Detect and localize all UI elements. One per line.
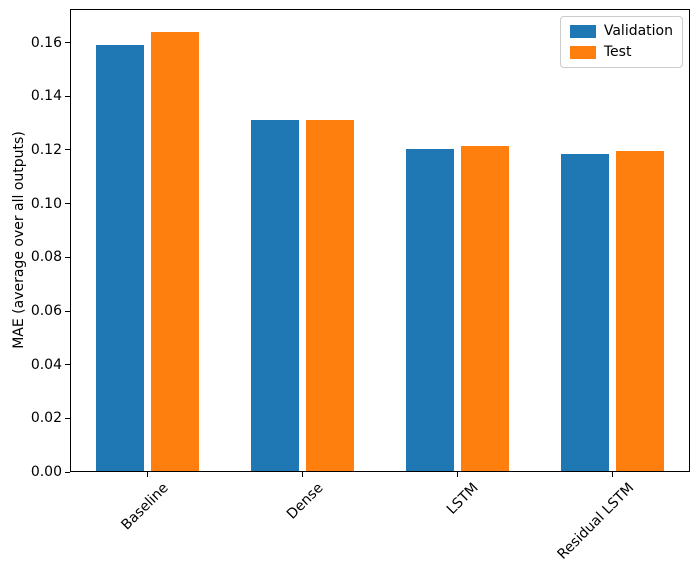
y-tick-mark [65, 95, 70, 97]
y-tick-mark [65, 471, 70, 473]
bar-validation-lstm [406, 148, 454, 472]
y-tick-mark [65, 42, 70, 44]
y-tick-label: 0.10 [30, 195, 62, 212]
y-tick-label: 0.14 [30, 88, 62, 105]
legend-swatch-test [569, 46, 596, 59]
bar-validation-baseline [96, 45, 144, 472]
y-tick-label: 0.04 [30, 356, 62, 373]
legend-swatch-validation [569, 25, 596, 38]
y-axis-label: MAE (average over all outputs) [11, 131, 27, 349]
y-tick-label: 0.16 [30, 34, 62, 51]
bar-test-dense [306, 120, 354, 472]
bar-test-baseline [151, 31, 199, 472]
plot-area [70, 9, 690, 472]
y-tick-mark [65, 256, 70, 258]
x-tick-mark [147, 472, 148, 477]
y-tick-label: 0.12 [30, 141, 62, 158]
y-tick-mark [65, 203, 70, 205]
bar-validation-residual-lstm [561, 153, 609, 472]
legend-item-test: Test [569, 44, 673, 60]
y-tick-label: 0.08 [30, 249, 62, 266]
bar-test-residual-lstm [616, 151, 664, 472]
x-tick-mark [612, 472, 613, 477]
x-tick-label-residual-lstm: Residual LSTM [554, 480, 637, 563]
x-tick-label-lstm: LSTM [444, 480, 482, 518]
bar-validation-dense [251, 120, 299, 472]
legend-label: Validation [603, 23, 673, 39]
legend-item-validation: Validation [569, 23, 673, 39]
y-tick-mark [65, 149, 70, 151]
y-tick-label: 0.00 [30, 464, 62, 480]
x-tick-label-dense: Dense [284, 480, 327, 523]
legend-label: Test [603, 44, 632, 60]
y-tick-label: 0.02 [30, 410, 62, 427]
y-tick-label: 0.06 [30, 303, 62, 319]
y-tick-mark [65, 364, 70, 366]
bar-test-lstm [461, 145, 509, 472]
x-tick-mark [457, 472, 458, 477]
x-tick-label-baseline: Baseline [118, 480, 172, 534]
x-tick-mark [302, 472, 303, 477]
y-tick-mark [65, 310, 70, 312]
y-tick-mark [65, 417, 70, 419]
legend: Validation Test [559, 16, 683, 68]
